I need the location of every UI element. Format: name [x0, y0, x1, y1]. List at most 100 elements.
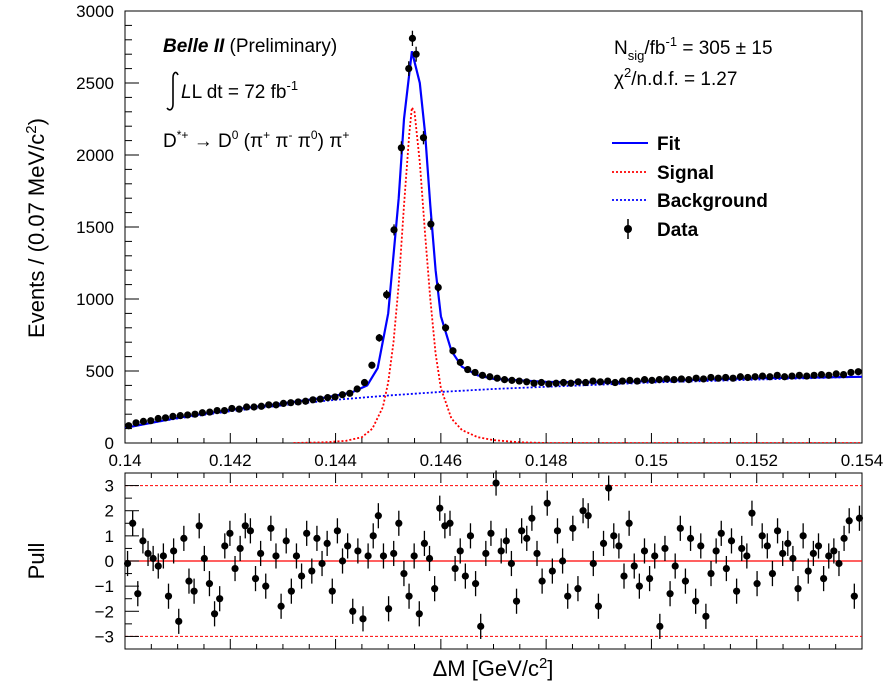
pull-point [753, 580, 761, 588]
main-y-tick-label: 1500 [76, 218, 114, 237]
data-point [537, 378, 546, 387]
pull-point [676, 524, 684, 532]
main-x-tick-label: 0.142 [209, 451, 252, 470]
main-y-ticks: 0 500 1000 1500 2000 2500 3000 [76, 2, 139, 453]
decay-label: D*+ → D0 (π+ π- π0) π+ [163, 128, 349, 152]
legend: Fit Signal Background Data [612, 134, 768, 241]
data-point [390, 226, 398, 234]
data-point [692, 374, 700, 382]
data-point [670, 376, 678, 384]
pull-y-tick-label: 3 [105, 477, 114, 496]
pull-point [154, 562, 162, 570]
data-point [456, 358, 464, 366]
pull-point [226, 529, 234, 537]
main-y-tick-label: 2500 [76, 74, 114, 93]
data-point [714, 374, 722, 382]
data-point [161, 414, 170, 422]
data-point [567, 379, 575, 387]
data-point [604, 377, 612, 385]
data-point [773, 371, 781, 379]
main-y-tick-label: 0 [105, 434, 114, 453]
data-point [633, 377, 641, 385]
data-point [574, 378, 582, 386]
pull-point [292, 552, 301, 560]
pull-point [625, 519, 633, 527]
data-point [441, 324, 450, 332]
pull-point [338, 557, 347, 565]
pull-point [210, 610, 219, 618]
data-point [353, 385, 361, 393]
pull-point [277, 602, 285, 610]
pull-point [323, 539, 331, 548]
pull-point [697, 542, 705, 550]
pull-point [379, 552, 388, 560]
data-point [257, 402, 265, 410]
data-point [427, 220, 435, 228]
legend-background-label: Background [657, 191, 768, 212]
pull-point [134, 590, 142, 598]
pull-point [466, 532, 475, 540]
main-x-tick-label: 0.152 [735, 451, 778, 470]
nsig-label: Nsig/fb-1 = 305 ± 15 [614, 34, 773, 63]
data-point [154, 414, 162, 423]
pull-point [287, 587, 295, 595]
main-x-tick-label: 0.15 [635, 451, 668, 470]
pull-point [164, 592, 173, 600]
pull-point [241, 522, 249, 530]
pull-point [615, 542, 623, 550]
data-point [191, 410, 199, 418]
data-point [213, 407, 221, 415]
pull-point [456, 547, 464, 555]
data-point [331, 393, 339, 401]
pull-point [804, 567, 812, 575]
fit-stats-annotation: Nsig/fb-1 = 305 ± 15 χ2/n.d.f. = 1.27 [614, 34, 773, 90]
pull-point [129, 519, 137, 527]
pull-point [482, 549, 490, 558]
data-point [478, 371, 487, 379]
data-point [368, 361, 376, 369]
pull-point [384, 605, 393, 613]
pull-point [850, 592, 858, 600]
data-point [707, 373, 715, 382]
data-point [854, 368, 862, 376]
data-point [744, 373, 752, 382]
pull-point [533, 549, 541, 558]
pull-point [661, 544, 669, 553]
pull-point [548, 567, 556, 575]
pull-point [733, 587, 741, 595]
pull-point [410, 552, 418, 560]
data-point [132, 419, 140, 427]
pull-point [461, 572, 469, 580]
data-point [758, 372, 767, 380]
pull-point [390, 549, 398, 558]
main-y-tick-label: 1000 [76, 290, 114, 309]
data-point [220, 407, 229, 415]
pull-point [543, 499, 551, 507]
luminosity-label: LL dt = 72 fb-1 [181, 78, 298, 103]
pull-point [799, 532, 807, 540]
data-point [228, 404, 236, 413]
pull-point [528, 514, 536, 522]
pull-point [282, 537, 290, 545]
data-point [434, 283, 442, 292]
pull-point [149, 554, 157, 563]
pull-point [502, 537, 510, 545]
pull-point [523, 534, 531, 542]
pull-point [835, 559, 843, 568]
pull-y-ticks: −3 −2 −1 0 1 2 3 [95, 477, 139, 646]
main-x-tick-label: 0.148 [525, 451, 568, 470]
data-point [611, 378, 619, 387]
signal-curve [293, 104, 862, 443]
data-point [530, 379, 538, 387]
pull-point [400, 569, 408, 578]
data-point [699, 375, 708, 383]
pull-point [451, 564, 459, 573]
data-point [147, 417, 155, 425]
pull-point [605, 484, 613, 492]
pull-point [558, 557, 567, 565]
data-point [582, 378, 590, 387]
pull-point [651, 552, 659, 560]
pull-point [123, 559, 132, 568]
data-point [309, 396, 317, 404]
pull-point [185, 577, 193, 585]
